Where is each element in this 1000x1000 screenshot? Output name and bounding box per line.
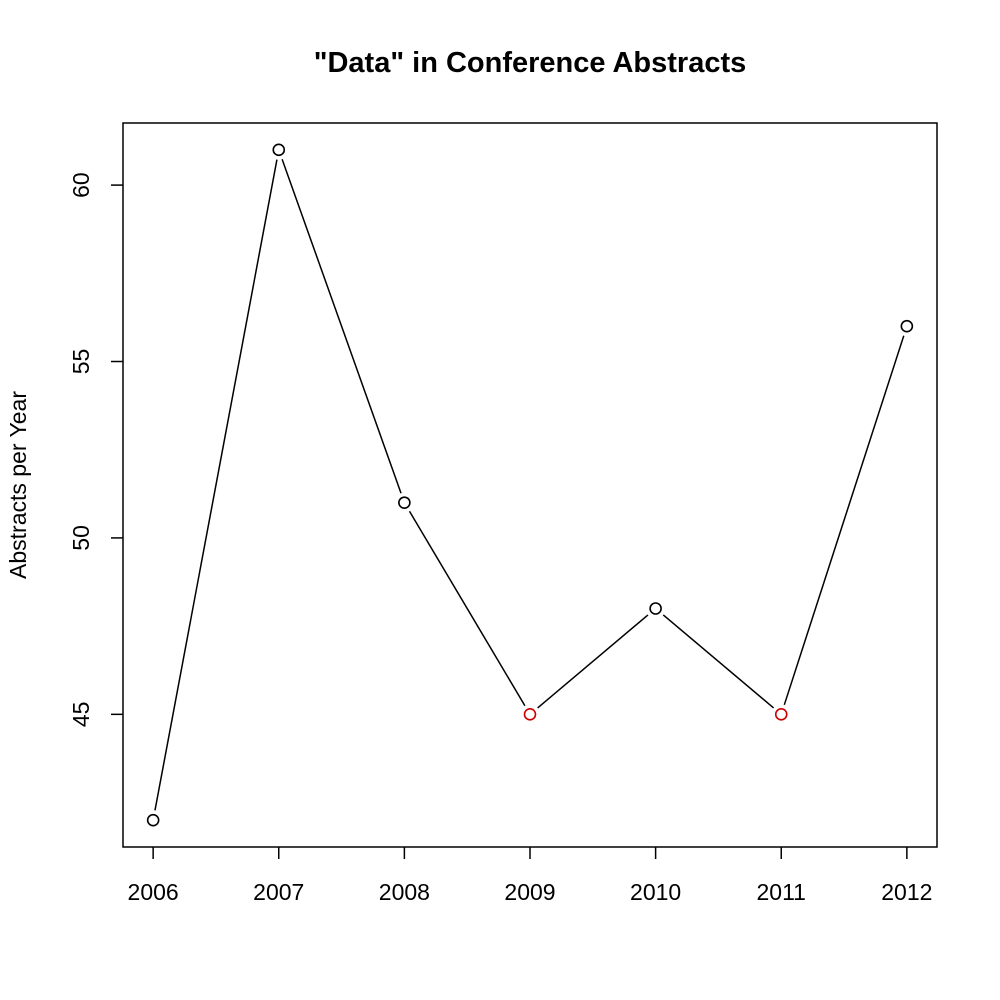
y-tick-label-45: 45 [68,702,94,728]
series-line-segment-2007-2008 [281,158,402,494]
series-line-segment-2009-2010 [537,614,649,709]
y-axis-label: Abstracts per Year [5,391,31,579]
x-tick-label-2011: 2011 [757,879,806,905]
data-point-2009 [523,708,537,721]
x-tick-label-2010: 2010 [630,879,681,905]
x-axis: 2006 2007 2008 2009 2010 2011 2012 [128,847,932,905]
data-point-2008 [398,496,411,509]
chart-title: "Data" in Conference Abstracts [314,47,747,79]
series-lines [154,158,905,811]
series-line-segment-2008-2009 [408,510,526,707]
series-points [146,143,914,827]
y-axis: 45 50 55 60 [68,172,123,727]
series-line-segment-2011-2012 [783,335,905,706]
data-point-2006 [146,813,160,827]
plot-frame [122,122,938,848]
x-tick-label-2009: 2009 [504,879,555,905]
x-tick-label-2006: 2006 [128,879,179,905]
y-tick-label-50: 50 [68,525,94,551]
data-point-2011 [774,708,788,721]
data-point-2012 [900,319,914,333]
data-point-2010 [649,602,662,615]
series-line-segment-2010-2011 [662,614,775,709]
y-tick-label-55: 55 [68,349,94,375]
x-tick-label-2012: 2012 [881,879,932,905]
x-tick-label-2008: 2008 [379,879,430,905]
y-tick-label-60: 60 [68,172,94,198]
series-line-segment-2006-2007 [154,159,278,811]
data-point-2007 [272,143,286,157]
x-tick-label-2007: 2007 [253,879,304,905]
